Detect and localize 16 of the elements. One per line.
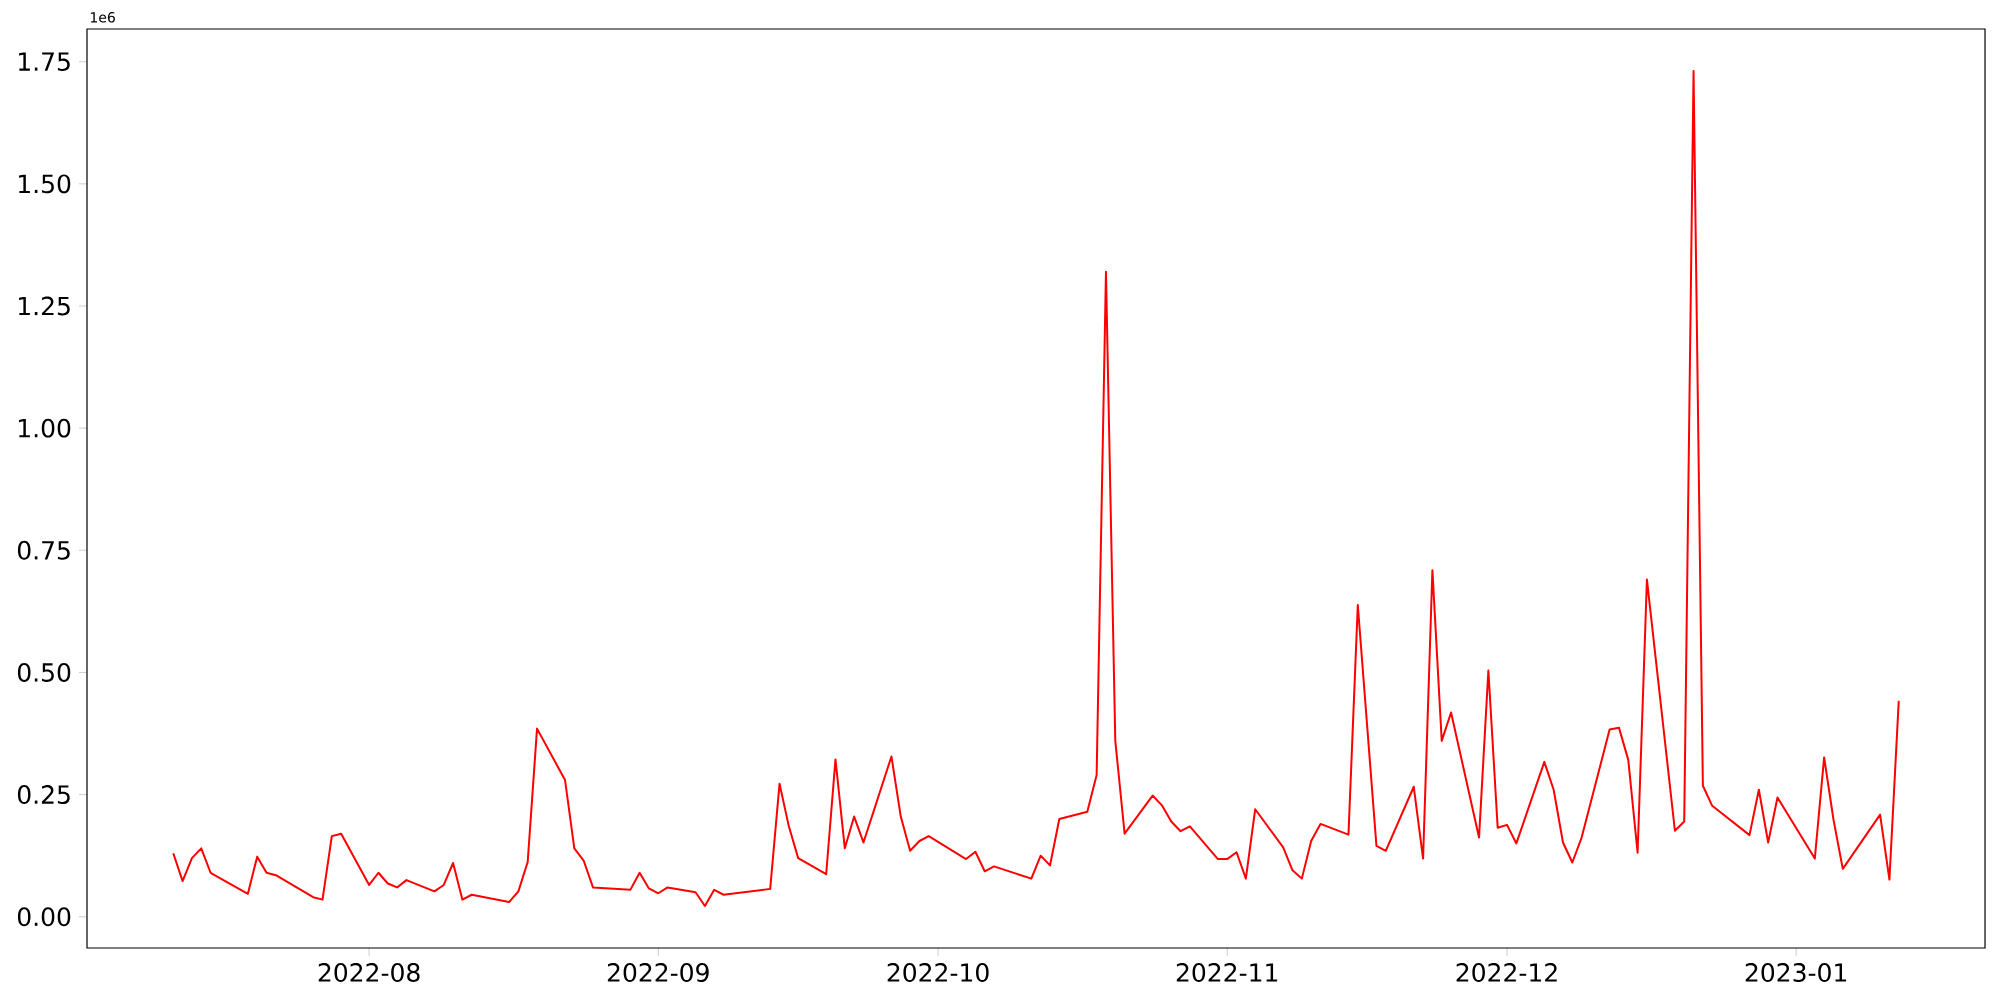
y-tick-label: 1.25	[19, 296, 70, 316]
y-tick-label: 1.00	[19, 418, 71, 438]
y-tick-label: 0.75	[17, 540, 70, 560]
y-tick-label: 0.25	[17, 785, 70, 805]
y-tick-label: 0.50	[17, 662, 71, 682]
text: 1e6	[90, 12, 115, 23]
y-tick-label: 0.00	[17, 907, 71, 927]
x-tick-label: 2022-09	[607, 963, 709, 982]
y-tick-label: 1.75	[19, 52, 70, 71]
y-tick-label: 1.50	[19, 174, 71, 194]
x-tick-label: 2022-10	[887, 963, 989, 982]
x-tick-label: 2023-01	[1745, 963, 1847, 982]
x-tick-label: 2022-08	[318, 963, 420, 982]
line-series	[172, 70, 1900, 907]
x-tick-label: 2022-12	[1456, 963, 1557, 982]
x-tick-label: 2022-11	[1176, 963, 1278, 982]
